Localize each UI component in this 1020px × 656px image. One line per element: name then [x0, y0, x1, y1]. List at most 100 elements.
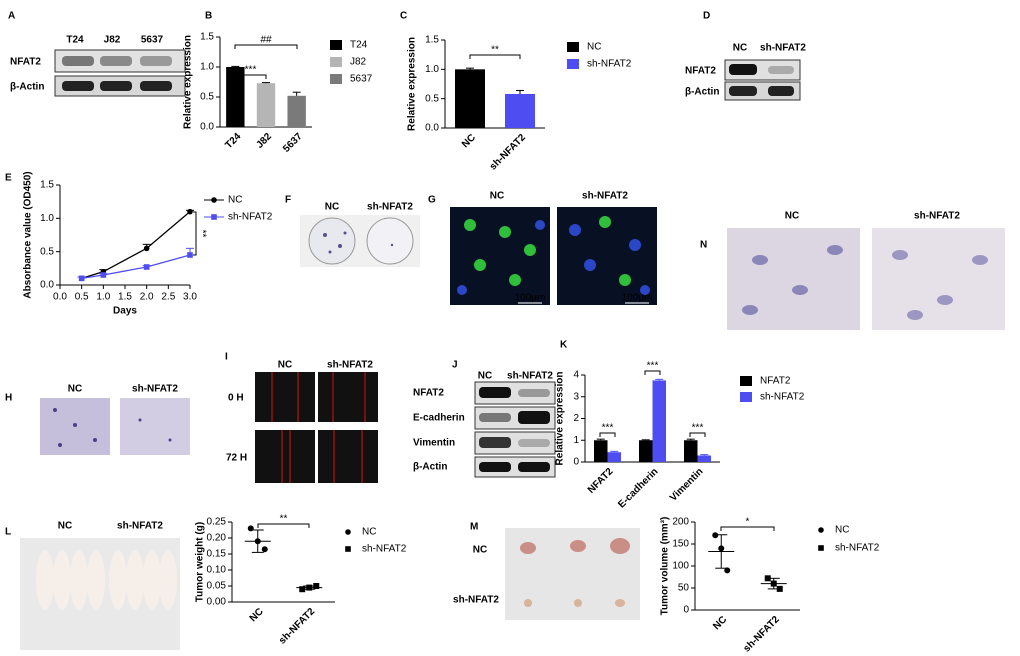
y-axis-label: Relative expression [407, 37, 418, 131]
legend-label: NC [587, 42, 601, 53]
image-ellipse [53, 550, 71, 610]
image-rect [727, 228, 860, 330]
point [143, 264, 150, 270]
image-rect [120, 398, 190, 455]
image-circle [168, 438, 172, 442]
column-label: NC [733, 43, 747, 54]
x-tick-label: T24 [223, 131, 243, 151]
legend-label: T24 [350, 40, 368, 51]
point [187, 208, 193, 215]
column-label: sh-NFAT2 [367, 202, 413, 213]
x-tick-label: J82 [254, 131, 274, 151]
legend-swatch [567, 42, 579, 52]
significance-bracket [599, 432, 616, 437]
significance-bracket [257, 523, 310, 528]
image-circle [366, 217, 414, 265]
row-label: NFAT2 [685, 66, 716, 77]
image-rect [518, 411, 550, 424]
column-label: NC [785, 211, 799, 222]
y-tick-label: 0.10 [207, 565, 227, 576]
y-tick-label: 1.5 [200, 32, 214, 43]
bar [607, 452, 621, 462]
image-ellipse [126, 550, 144, 610]
x-tick-label: NC [460, 132, 478, 150]
image-rect [62, 81, 94, 91]
row-label: β-Actin [10, 82, 44, 93]
image-rect [729, 86, 757, 96]
legend-swatch [330, 57, 342, 67]
image-rect [518, 439, 550, 447]
legend-swatch [740, 376, 752, 386]
legend-marker [211, 214, 217, 220]
legend-marker [345, 546, 351, 552]
legend-marker [818, 527, 824, 533]
y-axis-label: Tumor weight (g) [195, 522, 206, 602]
image-ellipse [610, 538, 630, 554]
image-rect [318, 430, 378, 483]
column-label: NC [478, 371, 492, 382]
image-ellipse [752, 255, 768, 265]
panel-letter: F [285, 195, 291, 206]
y-axis-label: Relative expression [183, 35, 194, 129]
column-label: sh-NFAT2 [117, 521, 163, 532]
image-circle [343, 231, 347, 235]
image-rect [479, 462, 511, 472]
legend-swatch [330, 74, 342, 84]
significance-label: *** [647, 361, 659, 372]
bar [226, 67, 245, 127]
y-tick-label: 50 [678, 583, 690, 594]
image-rect [729, 64, 757, 75]
legend-label: 5637 [350, 74, 373, 85]
x-tick-label: E-cadherin [616, 466, 660, 510]
significance-bracket [720, 526, 775, 531]
x-tick-label: 0.0 [53, 292, 67, 303]
image-rect [518, 389, 550, 397]
image-ellipse [742, 305, 758, 315]
x-tick-label: 0.5 [75, 292, 89, 303]
legend-label: sh-NFAT2 [760, 392, 805, 403]
x-tick-label: 1.0 [96, 292, 110, 303]
y-tick-label: 1.0 [425, 64, 439, 75]
legend-label: NC [362, 527, 376, 538]
legend-swatch [740, 392, 752, 402]
image-rect [479, 413, 511, 422]
bar [256, 83, 276, 127]
bar [652, 380, 666, 462]
legend-label: sh-NFAT2 [362, 544, 407, 555]
column-label: sh-NFAT2 [132, 384, 178, 395]
image-ellipse [520, 542, 536, 554]
y-axis-label: Absorbance value (OD450) [23, 171, 34, 298]
image-circle [629, 239, 641, 251]
significance-bracket [234, 44, 298, 49]
column-label: T24 [66, 35, 84, 46]
y-tick-label: 1.0 [200, 62, 214, 73]
column-label: NC [325, 202, 339, 213]
column-label: NC [490, 191, 504, 202]
y-tick-label: 0.5 [200, 92, 214, 103]
image-ellipse [937, 295, 953, 305]
image-circle [58, 443, 62, 447]
scale-bar-label: 100μm [622, 293, 653, 304]
image-ellipse [570, 540, 586, 552]
y-tick-label: 100 [672, 561, 689, 572]
column-label: sh-NFAT2 [760, 43, 806, 54]
image-rect [100, 56, 132, 66]
image-rect [872, 228, 1005, 330]
scale-bar-label: 100μm [515, 293, 546, 304]
x-tick-label: 3.0 [183, 292, 197, 303]
image-ellipse [574, 599, 582, 607]
legend-label: sh-NFAT2 [228, 212, 273, 223]
column-label: sh-NFAT2 [327, 360, 373, 371]
y-tick-label: 0.05 [207, 581, 227, 592]
bar [594, 440, 608, 462]
significance-label: ## [260, 35, 272, 46]
y-tick-label: 2 [573, 413, 579, 424]
panel-letter: K [560, 340, 568, 351]
legend-label: NFAT2 [760, 376, 791, 387]
image-circle [328, 250, 332, 254]
y-axis-label: Relative expression [555, 372, 566, 466]
column-label: NC [278, 360, 292, 371]
image-circle [93, 438, 97, 442]
image-rect [100, 81, 132, 91]
point [143, 245, 150, 252]
